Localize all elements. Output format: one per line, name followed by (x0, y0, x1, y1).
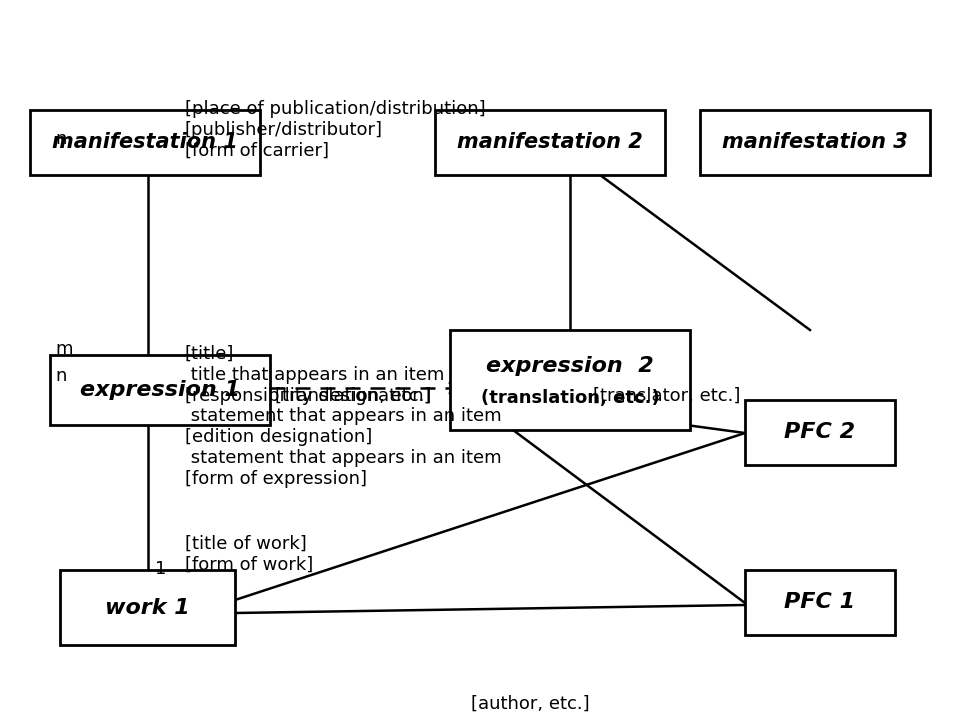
Text: [translator, etc.]: [translator, etc.] (592, 387, 740, 405)
Text: [title of work]
[form of work]: [title of work] [form of work] (185, 535, 313, 574)
Text: manifestation 3: manifestation 3 (722, 132, 908, 153)
Text: 1: 1 (155, 560, 166, 578)
Text: [title]
 title that appears in an item
[responsibility designation]
 statement t: [title] title that appears in an item [r… (185, 345, 502, 488)
Text: [place of publication/distribution]
[publisher/distributor]
[form of carrier]: [place of publication/distribution] [pub… (185, 100, 486, 160)
Text: [author, etc.]: [author, etc.] (470, 695, 589, 713)
FancyBboxPatch shape (745, 400, 895, 465)
Text: work 1: work 1 (106, 598, 190, 618)
FancyBboxPatch shape (50, 355, 270, 425)
Text: [translation, etc.]: [translation, etc.] (275, 387, 431, 405)
FancyBboxPatch shape (700, 110, 930, 175)
Text: expression  2: expression 2 (486, 356, 654, 376)
Text: manifestation 1: manifestation 1 (52, 132, 238, 153)
Text: PFC 1: PFC 1 (784, 593, 855, 613)
Text: (translation, etc.): (translation, etc.) (481, 389, 660, 407)
FancyBboxPatch shape (60, 570, 235, 645)
Text: manifestation 2: manifestation 2 (457, 132, 643, 153)
Text: n: n (55, 130, 66, 148)
FancyBboxPatch shape (435, 110, 665, 175)
Text: n: n (55, 367, 66, 385)
FancyBboxPatch shape (745, 570, 895, 635)
FancyBboxPatch shape (450, 330, 690, 430)
Text: m: m (55, 340, 73, 358)
Text: PFC 2: PFC 2 (784, 423, 855, 443)
FancyBboxPatch shape (30, 110, 260, 175)
Text: expression 1: expression 1 (80, 380, 240, 400)
